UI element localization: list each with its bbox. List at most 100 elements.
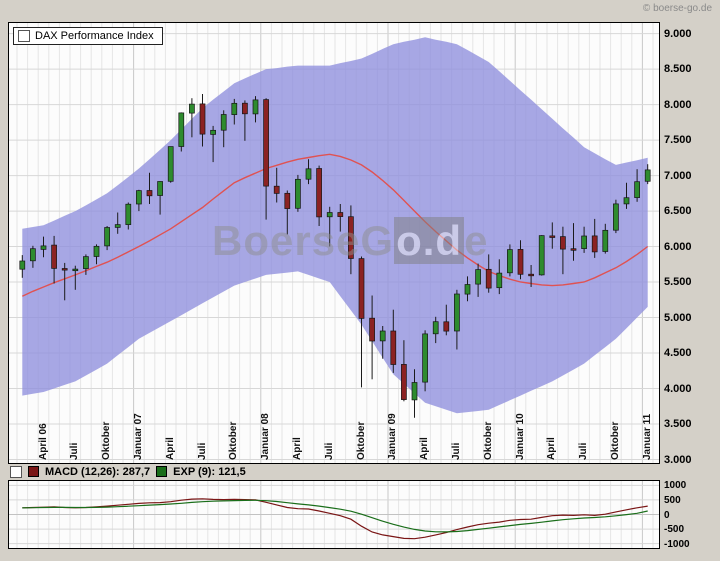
- candle: [528, 273, 534, 277]
- candle: [295, 178, 301, 209]
- candle: [443, 321, 450, 332]
- candle: [273, 185, 280, 194]
- candle: [284, 192, 291, 209]
- macd-grid: [9, 481, 659, 548]
- candle: [252, 99, 259, 115]
- exp-legend-label: EXP (9): 121,5: [173, 465, 246, 478]
- exp-line: [22, 499, 648, 533]
- candle: [560, 236, 566, 250]
- macd-y-axis: 1000 500 0 -500 -1000: [664, 480, 718, 550]
- candle: [305, 168, 312, 180]
- macd-y-tick-label: 500: [664, 494, 681, 506]
- candle: [83, 256, 89, 269]
- price-y-tick-label: 3.500: [664, 418, 692, 430]
- candle: [51, 244, 57, 269]
- candle: [570, 248, 577, 251]
- candle: [40, 245, 47, 250]
- price-legend-label: DAX Performance Index: [35, 30, 154, 42]
- price-chart[interactable]: BoerseGo.de April 06 Juli Oktober Januar 07…: [8, 22, 660, 464]
- candle: [613, 203, 619, 231]
- candle: [337, 212, 344, 217]
- price-y-axis: 9.000 8.500 8.000 7.500 7.000 6.500 6.000 5.500…: [664, 23, 718, 466]
- macd-y-tick-label: -1000: [664, 538, 690, 550]
- candle: [581, 235, 587, 249]
- candle: [210, 129, 216, 135]
- candle: [167, 146, 174, 182]
- candle: [72, 268, 79, 272]
- candle: [401, 364, 407, 400]
- macd-y-tick-label: 1000: [664, 480, 687, 492]
- candle: [178, 112, 185, 147]
- macd-legend: MACD (12,26): 287,7 EXP (9): 121,5: [10, 465, 246, 478]
- macd-y-tick-label: -500: [664, 524, 685, 536]
- price-y-tick-label: 7.000: [664, 169, 692, 182]
- candle: [369, 317, 375, 342]
- price-y-tick-label: 8.500: [664, 63, 692, 76]
- candle: [220, 114, 227, 131]
- candle: [263, 99, 269, 187]
- candle: [602, 229, 609, 252]
- candle: [104, 227, 110, 247]
- candle: [19, 260, 26, 270]
- candle: [454, 293, 460, 332]
- candle: [30, 248, 36, 262]
- macd-legend-checkbox[interactable]: [10, 465, 22, 478]
- candle: [591, 235, 598, 253]
- macd-chart-canvas: [9, 481, 659, 548]
- price-y-tick-label: 8.000: [664, 98, 692, 111]
- candle: [422, 333, 428, 383]
- candle: [125, 203, 132, 225]
- candle: [348, 216, 354, 259]
- price-y-tick-label: 4.000: [664, 382, 692, 395]
- candle: [189, 103, 195, 114]
- macd-line: [22, 498, 648, 540]
- price-y-tick-label: 6.000: [664, 240, 692, 253]
- candle: [199, 103, 206, 135]
- candle: [411, 382, 418, 401]
- bollinger-band: [22, 37, 648, 414]
- macd-color-swatch: [28, 466, 39, 477]
- price-y-tick-label: 4.500: [664, 347, 692, 359]
- candle: [146, 190, 153, 197]
- candle: [358, 258, 365, 319]
- price-chart-canvas: [9, 23, 659, 463]
- candle: [136, 190, 142, 205]
- candle: [485, 268, 492, 289]
- price-legend: DAX Performance Index: [13, 27, 163, 45]
- copyright-text: © boerse-go.de: [642, 3, 712, 14]
- candle: [432, 321, 439, 335]
- candle: [549, 235, 556, 238]
- candle: [231, 102, 238, 115]
- candle: [157, 181, 163, 196]
- candle: [326, 212, 333, 218]
- candle: [379, 330, 386, 342]
- macd-y-tick-label: 0: [664, 509, 670, 521]
- price-y-tick-label: 6.500: [664, 205, 692, 218]
- candle: [496, 272, 503, 289]
- price-y-tick-label: 7.500: [664, 134, 692, 147]
- candle: [623, 197, 630, 205]
- candle: [114, 224, 121, 228]
- moving-average-line: [22, 153, 649, 297]
- candles: [19, 94, 651, 418]
- price-y-tick-label: 5.500: [664, 276, 692, 288]
- candle: [517, 249, 524, 275]
- candle: [61, 268, 68, 271]
- candle: [93, 245, 100, 257]
- candle: [316, 168, 322, 218]
- candle: [390, 330, 397, 365]
- candle: [464, 284, 471, 295]
- macd-chart[interactable]: [8, 480, 660, 549]
- candle: [538, 235, 545, 276]
- candle: [507, 249, 513, 274]
- macd-legend-label: MACD (12,26): 287,7: [45, 465, 151, 478]
- candle: [242, 102, 248, 115]
- price-y-tick-label: 9.000: [664, 27, 692, 40]
- candle: [644, 169, 651, 182]
- price-y-tick-label: 5.000: [664, 311, 692, 324]
- exp-color-swatch: [156, 466, 168, 477]
- price-y-tick-label: 3.000: [664, 453, 692, 466]
- price-legend-checkbox[interactable]: [18, 30, 30, 42]
- candle: [475, 269, 481, 285]
